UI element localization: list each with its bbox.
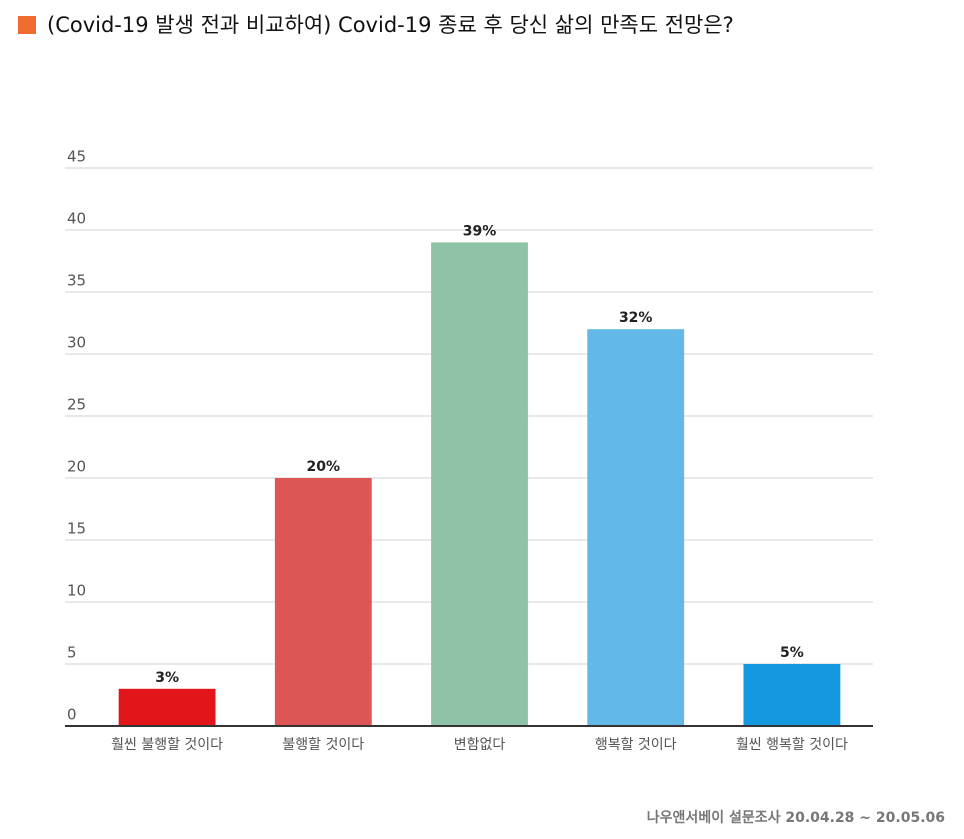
y-tick-label: 10 <box>67 582 86 600</box>
value-label: 3% <box>155 670 179 686</box>
x-tick-label: 훨씬 행복할 것이다 <box>736 737 848 753</box>
bar <box>118 688 216 726</box>
bar <box>431 242 528 726</box>
y-tick-label: 40 <box>67 210 86 228</box>
x-tick-label: 변함없다 <box>454 737 506 753</box>
y-tick-label: 30 <box>67 334 86 352</box>
chart-title: (Covid-19 발생 전과 비교하여) Covid-19 종료 후 당신 삶… <box>47 13 734 37</box>
y-tick-label: 5 <box>67 644 77 662</box>
y-tick-label: 20 <box>67 458 86 476</box>
y-tick-label: 25 <box>67 396 86 414</box>
value-label: 39% <box>463 223 497 239</box>
value-label: 32% <box>619 310 653 326</box>
source: 나우앤서베이 설문조사 20.04.28 ~ 20.05.06 <box>647 809 945 826</box>
bar <box>587 329 685 726</box>
title-marker <box>18 16 36 34</box>
value-label: 5% <box>780 645 804 661</box>
bar <box>274 478 372 726</box>
y-tick-label: 0 <box>67 706 77 724</box>
x-tick-label: 훨씬 불행할 것이다 <box>111 737 223 753</box>
y-tick-label: 45 <box>67 148 86 166</box>
bar <box>743 664 841 726</box>
value-label: 20% <box>307 459 341 475</box>
y-tick-label: 35 <box>67 272 86 290</box>
x-tick-label: 불행할 것이다 <box>282 737 364 753</box>
x-tick-label: 행복할 것이다 <box>595 737 677 753</box>
y-tick-label: 15 <box>67 520 86 538</box>
